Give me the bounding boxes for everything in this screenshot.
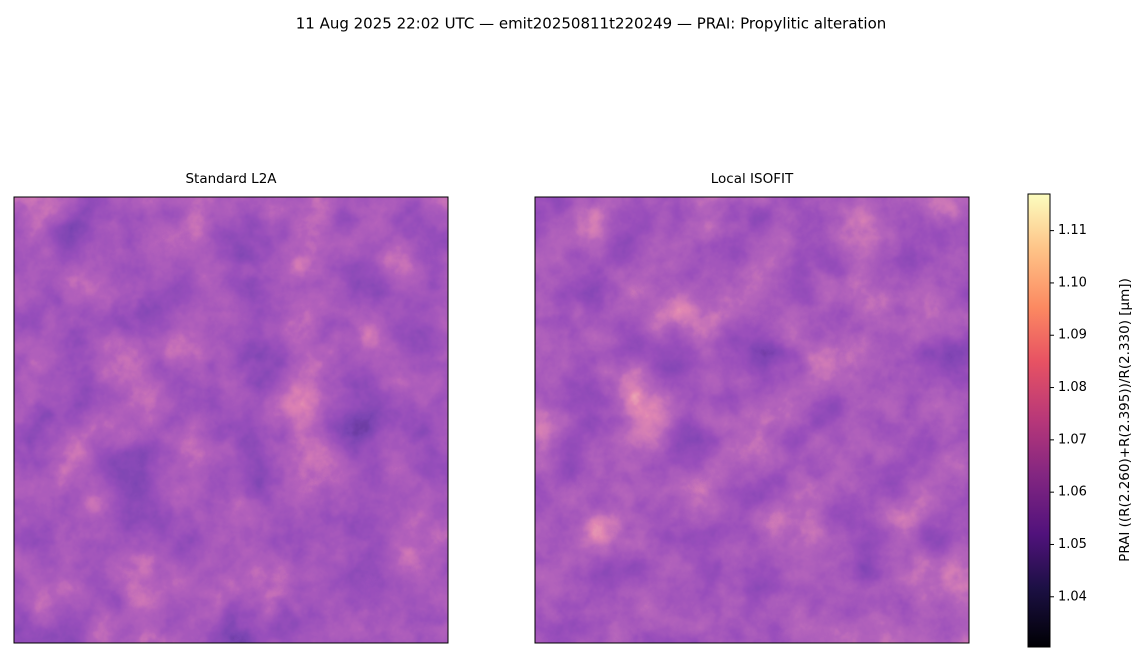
colorbar-ticks: 1.04 1.05 1.06 1.07 1.08 1.09 1.10 1.11 bbox=[1050, 223, 1087, 604]
tick-label: 1.08 bbox=[1058, 380, 1087, 395]
colorbar bbox=[1027, 193, 1051, 648]
colorbar-label: PRAI ((R(2.260)+R(2.395))/R(2.330) [µm]) bbox=[1117, 278, 1133, 562]
figure-title: 11 Aug 2025 22:02 UTC — emit20250811t220… bbox=[296, 15, 887, 33]
tick-label: 1.07 bbox=[1058, 432, 1087, 447]
panel-title: Local ISOFIT bbox=[711, 171, 794, 187]
image-panel bbox=[535, 197, 969, 643]
tick-label: 1.05 bbox=[1058, 537, 1087, 552]
tick-label: 1.04 bbox=[1058, 589, 1087, 604]
tick-label: 1.10 bbox=[1058, 275, 1087, 290]
panel-frame bbox=[13, 196, 449, 644]
panel-frame bbox=[534, 196, 970, 644]
tick-label: 1.09 bbox=[1058, 328, 1087, 343]
panel-title: Standard L2A bbox=[185, 171, 277, 187]
tick-label: 1.11 bbox=[1058, 223, 1087, 238]
image-panel bbox=[14, 197, 448, 643]
tick-label: 1.06 bbox=[1058, 485, 1087, 500]
